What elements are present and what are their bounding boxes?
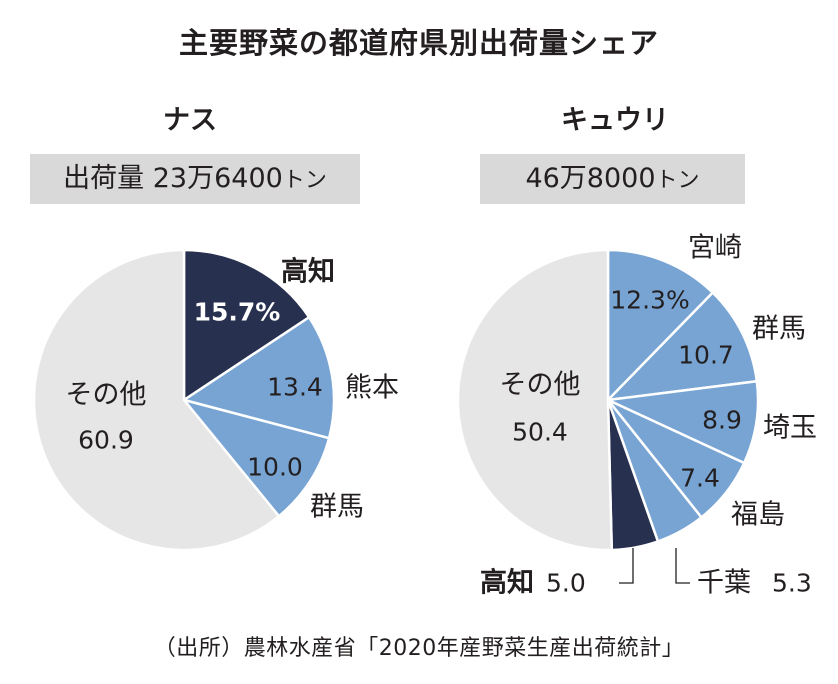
value-label-kyuuri-1: 10.7 bbox=[678, 341, 734, 370]
value-label-nasu-2: 10.0 bbox=[247, 453, 303, 482]
total-box-kyuuri: 46万8000トン bbox=[480, 154, 745, 204]
panel-title-kyuuri: キュウリ bbox=[561, 105, 669, 136]
total-prefix: 出荷量 bbox=[63, 163, 145, 194]
chart-title: 主要野菜の都道府県別出荷量シェア bbox=[178, 26, 659, 60]
value-label-nasu-1: 13.4 bbox=[267, 373, 323, 402]
pie-slice-nasu-3 bbox=[32, 248, 281, 552]
slice-name-kyuuri-4: 千葉 bbox=[697, 568, 751, 599]
total-box-nasu: 出荷量 23万6400トン bbox=[30, 154, 360, 204]
value-label-kyuuri-2: 8.9 bbox=[702, 406, 742, 435]
source-note: （出所）農林水産省「2020年産野菜生産出荷統計」 bbox=[153, 636, 685, 661]
value-label-kyuuri-3: 7.4 bbox=[680, 464, 720, 493]
pie-slice-kyuuri-6 bbox=[456, 248, 614, 552]
slice-name-nasu-1: 熊本 bbox=[345, 373, 399, 404]
value-label-kyuuri-0: 12.3% bbox=[610, 286, 689, 315]
slice-name-nasu-3: その他 bbox=[66, 380, 147, 411]
total-value: 23万6400 bbox=[152, 163, 283, 194]
value-label-nasu-0: 15.7% bbox=[194, 298, 281, 327]
pie-slice-nasu-2 bbox=[182, 398, 331, 518]
slice-name-kyuuri-5: 高知 bbox=[480, 567, 534, 599]
slice-name-kyuuri-2: 埼玉 bbox=[763, 413, 817, 444]
slice-name-kyuuri-6: その他 bbox=[500, 370, 581, 401]
panel-title-nasu: ナス bbox=[163, 105, 217, 136]
slice-name-kyuuri-3: 福島 bbox=[731, 500, 785, 531]
slice-name-kyuuri-1: 群馬 bbox=[752, 314, 806, 345]
pie-slice-kyuuri-1 bbox=[606, 291, 759, 402]
value-label-kyuuri-6: 50.4 bbox=[512, 418, 568, 447]
total-unit: トン bbox=[282, 168, 327, 193]
pie-slice-kyuuri-2 bbox=[606, 379, 760, 465]
slice-name-nasu-0: 高知 bbox=[281, 256, 335, 288]
pie-slice-nasu-1 bbox=[182, 316, 336, 440]
leader-line-kyuuri-4 bbox=[675, 548, 690, 584]
pie-slice-nasu-0 bbox=[182, 248, 311, 402]
value-label-kyuuri-5: 5.0 bbox=[546, 569, 586, 598]
total-value: 46万8000 bbox=[525, 163, 656, 194]
leader-line-kyuuri-5 bbox=[619, 548, 634, 584]
pie-slice-kyuuri-0 bbox=[606, 248, 714, 402]
value-label-nasu-3: 60.9 bbox=[78, 426, 134, 455]
slice-name-kyuuri-0: 宮崎 bbox=[688, 233, 742, 264]
value-label-kyuuri-4: 5.3 bbox=[772, 569, 812, 598]
slice-name-nasu-2: 群馬 bbox=[310, 492, 364, 523]
total-unit: トン bbox=[655, 168, 700, 193]
